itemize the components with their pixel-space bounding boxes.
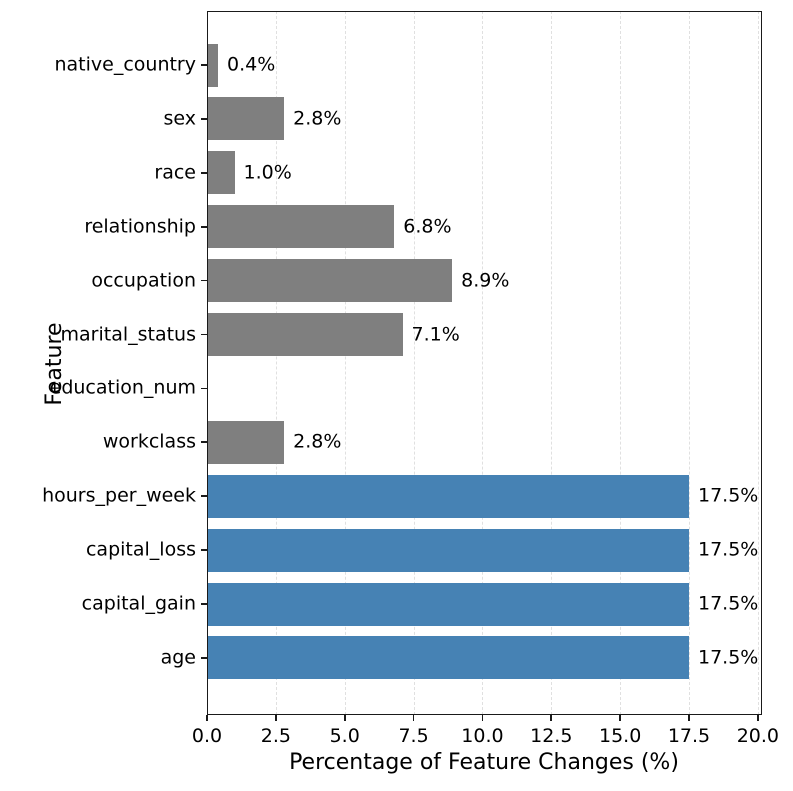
plot-area: 0.4% 2.8% 1.0% 6.8% 8.9% 7.1% 2.8% 17.5% 17.5% 17… bbox=[207, 11, 762, 715]
ytick-mark-race bbox=[201, 171, 207, 174]
ytick-label-sex: sex bbox=[163, 107, 197, 130]
bar-hours_per_week bbox=[207, 474, 689, 518]
xtick-label-15.0: 15.0 bbox=[598, 725, 642, 747]
xtick-mark-15.0 bbox=[619, 715, 622, 721]
gridline-x-2.5 bbox=[275, 11, 277, 715]
ytick-mark-age bbox=[201, 657, 207, 659]
bar-workclass bbox=[207, 420, 285, 464]
ytick-label-race: race bbox=[154, 161, 196, 184]
bar-value-label-relationship: 6.8% bbox=[403, 215, 452, 238]
xtick-label-2.5: 2.5 bbox=[260, 725, 291, 747]
bar-value-label-sex: 2.8% bbox=[293, 107, 342, 130]
gridline-x-12.5 bbox=[551, 11, 553, 715]
bar-value-label-capital_gain: 17.5% bbox=[698, 592, 759, 615]
xtick-label-0.0: 0.0 bbox=[191, 725, 223, 747]
ytick-mark-relationship bbox=[201, 225, 207, 228]
ytick-mark-marital_status bbox=[201, 333, 207, 336]
xtick-label-5.0: 5.0 bbox=[329, 725, 360, 747]
xtick-mark-20.0 bbox=[756, 715, 759, 721]
xtick-label-7.5: 7.5 bbox=[398, 725, 429, 747]
ytick-label-capital_gain: capital_gain bbox=[81, 592, 196, 615]
bar-marital_status bbox=[207, 313, 403, 356]
ytick-label-age: age bbox=[160, 646, 196, 669]
ytick-mark-education_num bbox=[201, 387, 207, 390]
bar-capital_gain bbox=[207, 582, 689, 626]
bar-value-label-marital_status: 7.1% bbox=[411, 323, 460, 345]
ytick-label-workclass: workclass bbox=[102, 430, 196, 453]
ytick-mark-sex bbox=[201, 118, 207, 120]
ytick-label-marital_status: marital_status bbox=[60, 323, 197, 345]
xtick-mark-5.0 bbox=[343, 715, 346, 721]
bar-value-label-capital_loss: 17.5% bbox=[698, 538, 759, 561]
ytick-mark-native_country bbox=[201, 64, 207, 66]
gridline-x-20.0 bbox=[757, 11, 759, 715]
ytick-label-capital_loss: capital_loss bbox=[85, 538, 196, 561]
bar-value-label-occupation: 8.9% bbox=[461, 269, 510, 292]
ytick-label-native_country: native_country bbox=[54, 53, 196, 76]
bar-value-label-age: 17.5% bbox=[698, 646, 759, 669]
ytick-mark-occupation bbox=[201, 279, 207, 282]
bar-native_country bbox=[207, 43, 219, 87]
ytick-label-relationship: relationship bbox=[84, 215, 196, 238]
xtick-mark-12.5 bbox=[550, 715, 553, 721]
gridline-x-10.0 bbox=[482, 11, 484, 715]
xtick-label-20.0: 20.0 bbox=[736, 725, 780, 747]
bar-capital_loss bbox=[207, 528, 689, 572]
gridline-x-15.0 bbox=[620, 11, 622, 715]
bar-race bbox=[207, 151, 235, 195]
xtick-mark-0.0 bbox=[206, 715, 208, 721]
bar-value-label-race: 1.0% bbox=[243, 161, 292, 184]
ytick-label-hours_per_week: hours_per_week bbox=[42, 484, 196, 507]
ytick-mark-capital_loss bbox=[201, 549, 207, 551]
xtick-mark-17.5 bbox=[688, 715, 690, 721]
bar-value-label-native_country: 0.4% bbox=[227, 53, 276, 76]
ytick-label-occupation: occupation bbox=[91, 269, 196, 292]
xtick-mark-2.5 bbox=[274, 715, 277, 721]
bar-relationship bbox=[207, 205, 395, 249]
xtick-label-12.5: 12.5 bbox=[530, 725, 573, 747]
bar-age bbox=[207, 636, 689, 680]
ytick-mark-hours_per_week bbox=[201, 495, 207, 498]
y-axis-title: Feature bbox=[42, 322, 67, 406]
bar-occupation bbox=[207, 259, 453, 303]
ytick-label-education_num: education_num bbox=[49, 376, 196, 399]
x-axis-title: Percentage of Feature Changes (%) bbox=[289, 750, 679, 775]
xtick-label-10.0: 10.0 bbox=[461, 725, 504, 747]
gridline-x-7.5 bbox=[413, 11, 415, 715]
bar-value-label-hours_per_week: 17.5% bbox=[698, 484, 759, 507]
ytick-mark-capital_gain bbox=[201, 603, 207, 605]
gridline-x-17.5 bbox=[689, 11, 690, 715]
xtick-label-17.5: 17.5 bbox=[667, 725, 711, 747]
gridline-x-5.0 bbox=[344, 11, 346, 715]
xtick-mark-7.5 bbox=[412, 715, 415, 721]
xtick-mark-10.0 bbox=[481, 715, 484, 721]
bar-sex bbox=[207, 97, 285, 141]
ytick-mark-workclass bbox=[201, 441, 207, 444]
bar-value-label-workclass: 2.8% bbox=[293, 430, 342, 453]
